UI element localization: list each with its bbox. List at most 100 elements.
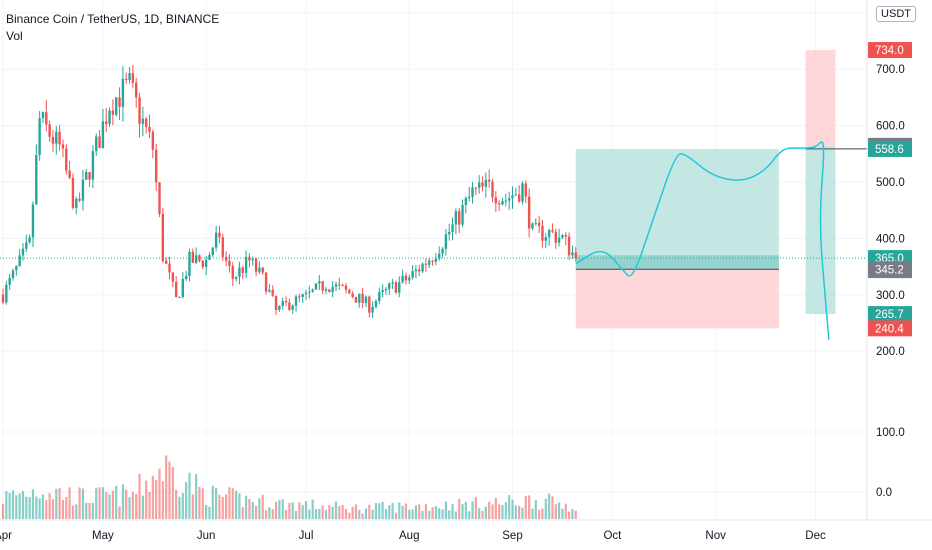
volume-bar — [284, 509, 288, 519]
candle-body — [428, 260, 431, 265]
candle-body — [328, 289, 331, 293]
candle-body — [71, 177, 75, 208]
candle-body — [531, 223, 534, 229]
volume-bar — [181, 492, 184, 519]
short-stop-zone — [805, 50, 836, 146]
volume-bar — [228, 487, 231, 519]
candle-body — [98, 136, 101, 149]
candle-body — [451, 224, 454, 232]
volume-bar — [334, 501, 338, 519]
price-label: 558.6 — [875, 144, 904, 156]
candle-body — [5, 284, 8, 303]
candle-body — [214, 232, 218, 248]
y-tick-label: 600.0 — [876, 121, 905, 133]
position-zones[interactable] — [0, 50, 867, 329]
volume-bar — [288, 502, 291, 519]
volume-bar — [431, 507, 434, 519]
volume-bar — [21, 490, 25, 519]
candle-body — [291, 305, 294, 310]
volume-bar — [491, 504, 494, 519]
volume-bar — [31, 489, 35, 519]
volume-bar — [241, 507, 244, 519]
candle-body — [561, 235, 564, 238]
volume-tick-label: 0.0 — [876, 487, 892, 499]
candle-body — [448, 231, 451, 235]
candle-body — [551, 229, 554, 232]
candle-body — [494, 197, 498, 204]
volume-bar — [175, 489, 178, 519]
candle-body — [464, 198, 468, 206]
volume-bar — [444, 501, 447, 519]
volume-bar — [268, 507, 271, 519]
volume-bar — [125, 489, 128, 519]
volume-bar — [18, 493, 21, 519]
volume-bar — [71, 505, 75, 519]
candle-body — [171, 272, 175, 282]
candle-body — [81, 179, 85, 201]
candle-body — [268, 289, 271, 292]
candle-body — [524, 183, 528, 197]
candle-body — [384, 288, 388, 290]
candle-body — [541, 225, 544, 241]
volume-bar — [498, 504, 501, 519]
candle-body — [497, 203, 501, 205]
price-label: 345.2 — [875, 264, 904, 276]
currency-badge[interactable]: USDT — [876, 6, 916, 22]
candle-body — [481, 182, 484, 187]
candle-body — [191, 251, 195, 263]
volume-bar — [291, 502, 294, 519]
candle-body — [261, 267, 264, 273]
volume-bar — [115, 485, 118, 519]
symbol-title: Binance Coin / TetherUS, 1D, BINANCE — [6, 12, 220, 26]
candle-body — [138, 97, 141, 124]
candle-body — [25, 242, 28, 249]
volume-bar — [324, 509, 328, 519]
candle-body — [15, 265, 18, 271]
volume-bar — [5, 491, 8, 519]
volume-bar — [534, 500, 537, 519]
volume-bar — [298, 502, 301, 519]
candle-body — [487, 179, 491, 182]
volume-bar — [344, 509, 348, 519]
candle-body — [338, 284, 341, 286]
x-tick-label: Sep — [502, 530, 522, 542]
volume-bar — [551, 496, 554, 519]
candle-body — [48, 124, 51, 137]
candle-body — [318, 281, 321, 284]
candle-body — [244, 256, 248, 273]
candle-body — [554, 231, 557, 243]
candle-body — [418, 269, 421, 272]
volume-bar — [15, 495, 18, 519]
candle-body — [78, 198, 81, 201]
candle-body — [28, 237, 31, 243]
volume-bar — [518, 506, 521, 519]
candle-body — [228, 260, 231, 266]
volume-bar — [48, 493, 51, 519]
y-tick-label: 400.0 — [876, 233, 905, 245]
candle-body — [398, 282, 401, 293]
volume-bar — [361, 513, 364, 519]
volume-bar — [188, 472, 191, 519]
volume-bar — [131, 491, 134, 519]
volume-indicator-label[interactable]: Vol — [6, 29, 23, 43]
candle-body — [35, 155, 38, 205]
volume-bar — [441, 509, 444, 519]
candle-body — [281, 301, 284, 307]
candle-body — [135, 82, 138, 98]
volume-bar — [251, 501, 254, 519]
volume-bar — [374, 503, 378, 519]
volume-bar — [428, 510, 431, 519]
volume-bar — [561, 508, 564, 519]
x-tick-label: Apr — [0, 530, 12, 542]
candle-body — [507, 198, 511, 201]
volume-bar — [564, 503, 567, 519]
candle-body — [401, 275, 404, 283]
candle-body — [45, 112, 48, 125]
volume-bar — [471, 501, 474, 519]
candle-body — [517, 194, 521, 202]
candle-body — [274, 295, 278, 310]
volume-bar — [511, 499, 514, 519]
hand-drawn-path[interactable] — [575, 141, 830, 340]
volume-bar — [155, 479, 158, 519]
